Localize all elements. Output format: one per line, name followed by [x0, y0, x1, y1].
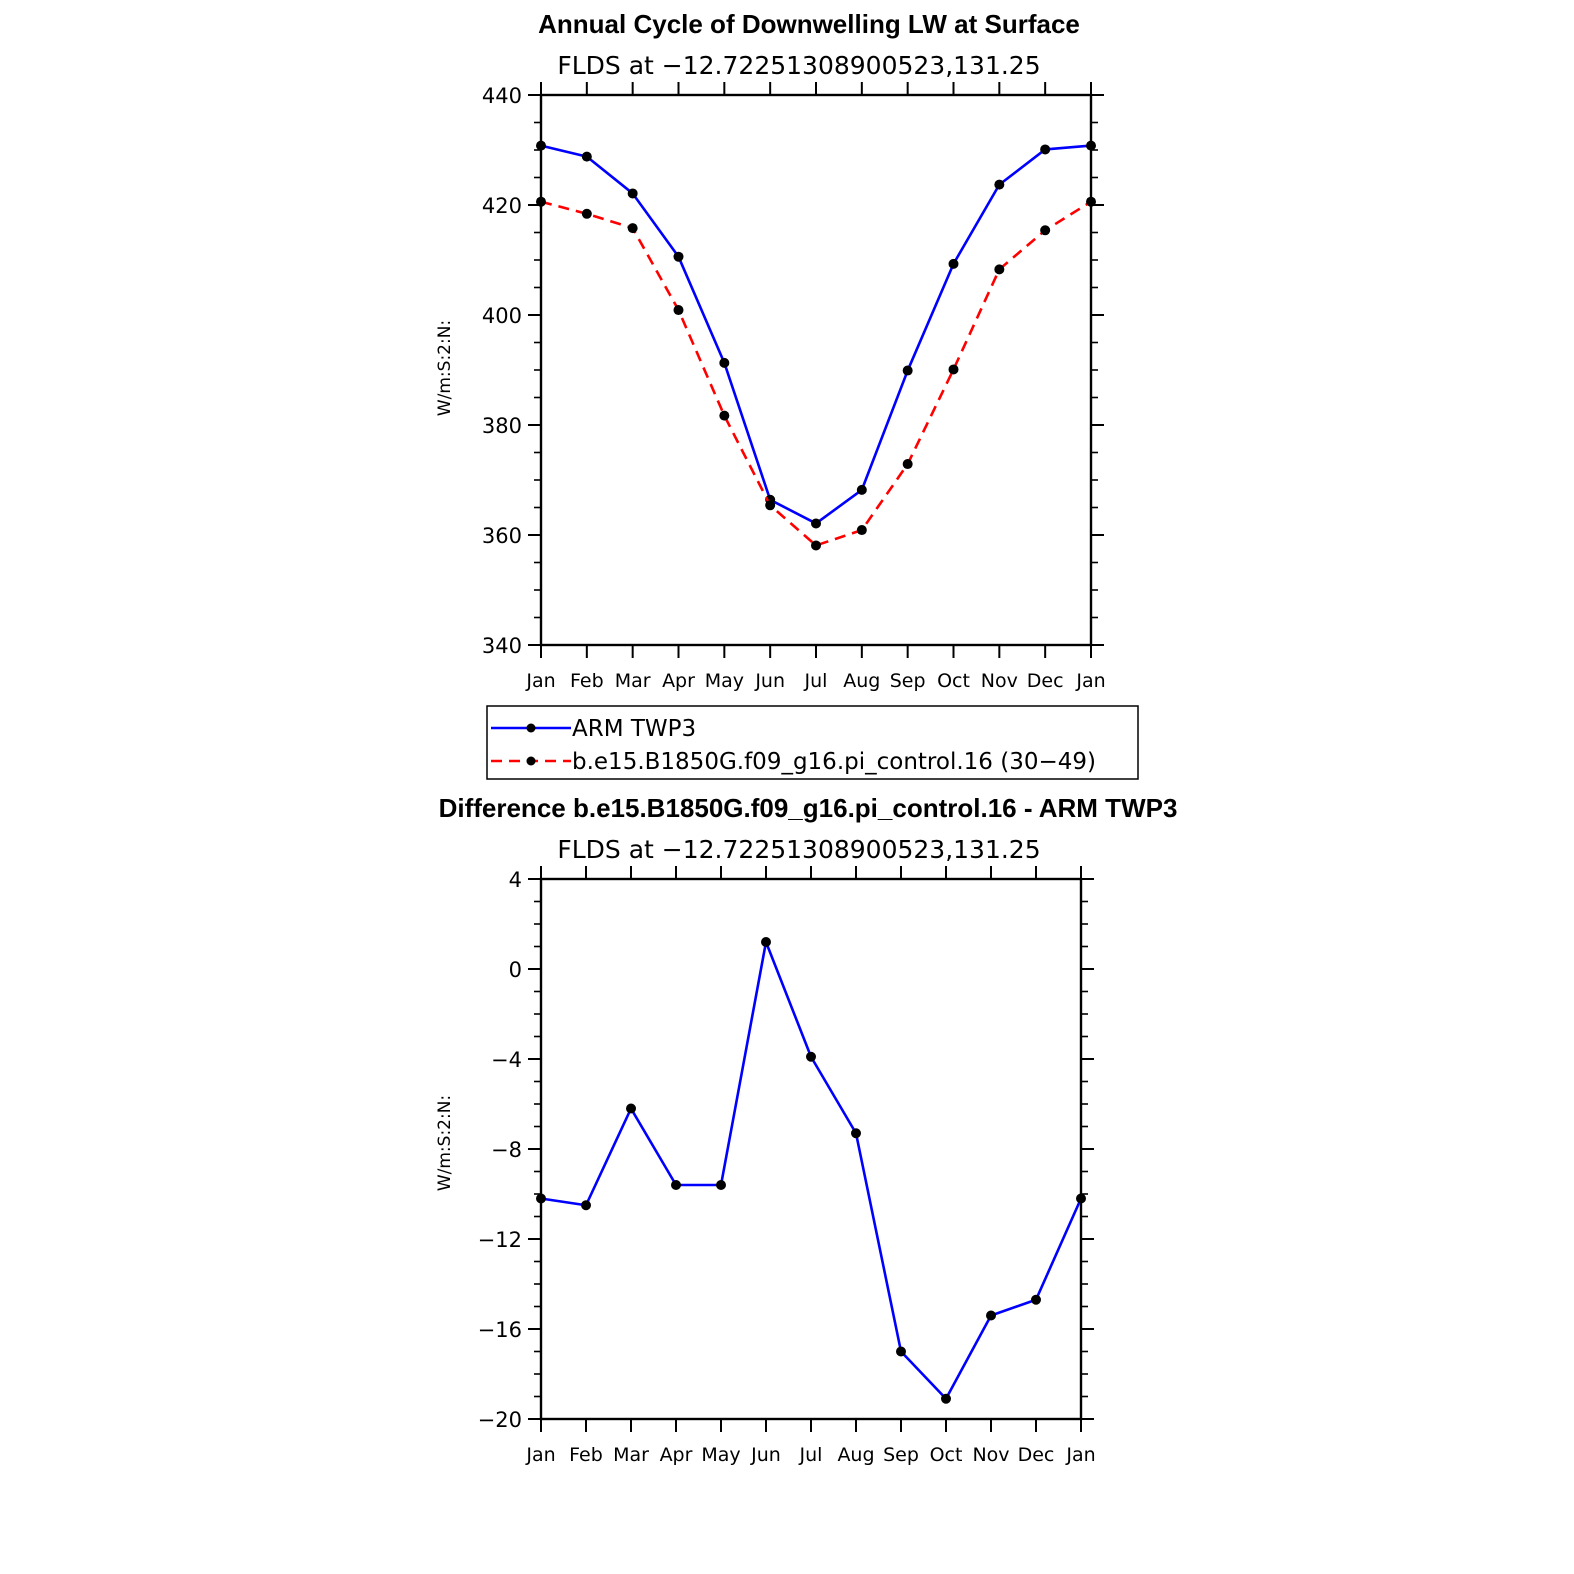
x-tick-label: Nov	[972, 1444, 1009, 1466]
y-tick-label: −20	[478, 1408, 522, 1432]
legend-label-arm: ARM TWP3	[572, 716, 696, 742]
x-tick-label: Feb	[569, 1444, 603, 1466]
data-point	[856, 484, 867, 495]
y-tick-label: 400	[482, 304, 522, 328]
data-point	[994, 264, 1005, 275]
data-point	[581, 1200, 591, 1211]
data-point	[851, 1128, 861, 1139]
x-tick-label: Jan	[1065, 1444, 1095, 1466]
data-point	[581, 208, 592, 219]
data-point	[948, 364, 959, 375]
data-point	[536, 140, 546, 151]
data-point	[673, 305, 684, 316]
x-tick-label: Aug	[837, 1444, 874, 1466]
y-tick-label: −4	[491, 1048, 522, 1072]
x-tick-label: Jan	[525, 670, 555, 692]
series-layer	[536, 937, 1086, 1404]
data-point	[719, 357, 730, 368]
legend: ARM TWP3 b.e15.B1850G.f09_g16.pi_control…	[486, 705, 1139, 780]
x-tick-label: May	[705, 670, 744, 692]
data-point	[536, 196, 546, 207]
x-tick-label: Nov	[981, 670, 1018, 692]
data-point	[1040, 144, 1051, 155]
y-tick-label: 420	[482, 194, 522, 218]
chart-title: Annual Cycle of Downwelling LW at Surfac…	[538, 9, 1080, 39]
y-tick-label: −16	[478, 1318, 522, 1342]
x-tick-label: Mar	[613, 1444, 649, 1466]
y-tick-label: 440	[482, 84, 522, 108]
axes: 340 360 380 400 420 440 Jan Feb Mar Apr May Jun Jul A…	[482, 82, 1106, 692]
data-point	[1076, 1193, 1086, 1204]
legend-label-model: b.e15.B1850G.f09_g16.pi_control.16 (30−4…	[572, 749, 1096, 775]
data-point	[994, 179, 1005, 190]
y-tick-label: 360	[482, 524, 522, 548]
x-tick-label: Jul	[799, 1444, 823, 1466]
y-tick-label: 380	[482, 414, 522, 438]
data-point	[581, 151, 592, 162]
x-tick-label: Oct	[937, 670, 970, 692]
x-tick-label: Oct	[930, 1444, 963, 1466]
data-point	[671, 1180, 681, 1190]
annual-cycle-chart: Annual Cycle of Downwelling LW at Surfac…	[435, 9, 1139, 780]
data-point	[673, 251, 684, 262]
axes: −20 −16 −12 −8 −4 0 4 Jan Feb Mar Apr May Jun Jul Aug S…	[478, 866, 1096, 1466]
x-tick-label: Apr	[660, 1444, 693, 1466]
series-layer	[536, 140, 1096, 551]
data-point	[896, 1346, 906, 1357]
data-point	[806, 1051, 816, 1062]
data-point	[1031, 1294, 1041, 1305]
legend-marker-arm	[526, 723, 536, 733]
x-tick-label: May	[701, 1444, 740, 1466]
data-point	[986, 1310, 996, 1321]
chart-subtitle: FLDS at −12.72251308900523,131.25	[557, 51, 1040, 80]
x-tick-label: Jun	[754, 670, 785, 692]
x-tick-label: Jan	[1075, 670, 1105, 692]
data-point	[536, 1193, 546, 1204]
data-point	[765, 500, 776, 511]
y-tick-label: 4	[509, 868, 522, 892]
data-point	[719, 410, 730, 421]
y-axis-label: W/m:S:2:N:	[435, 1095, 455, 1191]
x-tick-label: Sep	[883, 1444, 919, 1466]
chart-title: Difference b.e15.B1850G.f09_g16.pi_contr…	[439, 793, 1178, 823]
x-tick-label: Jan	[525, 1444, 555, 1466]
x-tick-label: Jun	[750, 1444, 781, 1466]
y-tick-label: −12	[478, 1228, 522, 1252]
data-point	[1086, 196, 1096, 207]
difference-chart: Difference b.e15.B1850G.f09_g16.pi_contr…	[435, 793, 1177, 1466]
x-tick-label: Mar	[615, 670, 651, 692]
data-point	[627, 223, 638, 234]
legend-box	[486, 705, 1139, 780]
data-point	[716, 1180, 726, 1190]
x-tick-label: Sep	[890, 670, 926, 692]
data-point	[1086, 140, 1096, 151]
data-point	[948, 258, 959, 269]
legend-marker-model	[526, 756, 536, 766]
data-point	[1040, 225, 1051, 236]
data-point	[856, 525, 867, 536]
x-tick-label: Jul	[804, 670, 828, 692]
data-point	[626, 1103, 636, 1114]
data-point	[902, 459, 913, 470]
x-tick-label: Aug	[843, 670, 880, 692]
x-tick-label: Dec	[1018, 1444, 1055, 1466]
data-point	[811, 518, 821, 529]
data-point	[902, 365, 913, 376]
x-tick-label: Feb	[570, 670, 604, 692]
y-tick-label: −8	[491, 1138, 522, 1162]
data-point	[761, 937, 771, 947]
data-point	[627, 188, 638, 199]
data-point	[941, 1393, 951, 1404]
x-tick-label: Apr	[662, 670, 695, 692]
x-tick-label: Dec	[1027, 670, 1064, 692]
y-tick-label: 340	[482, 634, 522, 658]
y-axis-label: W/m:S:2:N:	[435, 320, 455, 416]
y-tick-label: 0	[509, 958, 522, 982]
data-point	[811, 540, 821, 551]
chart-subtitle: FLDS at −12.72251308900523,131.25	[557, 835, 1040, 864]
